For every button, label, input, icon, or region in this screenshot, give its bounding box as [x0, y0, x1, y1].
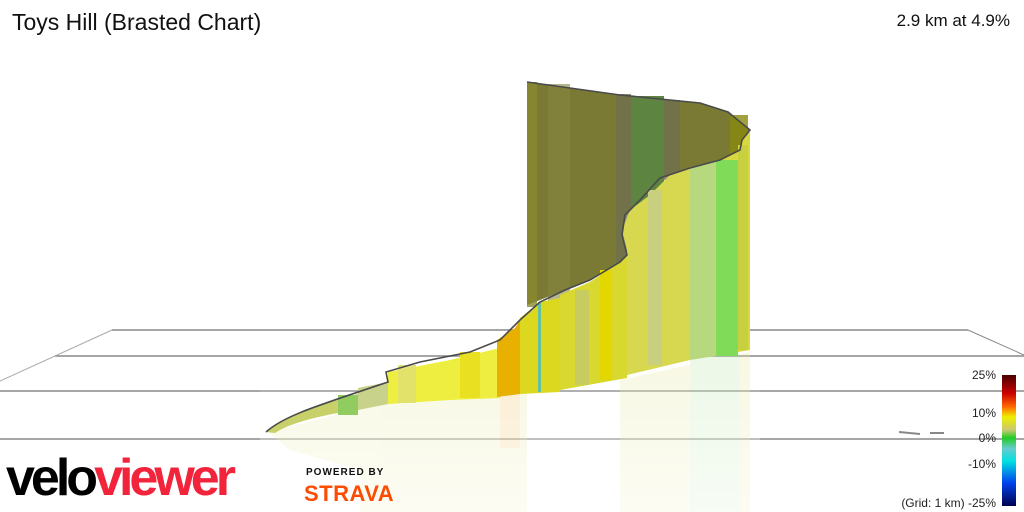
legend-label-25: 25% [971, 368, 996, 382]
climb-stats: 2.9 km at 4.9% [896, 11, 1010, 30]
route-minimap [898, 431, 944, 435]
veloviewer-logo[interactable]: veloviewer [6, 449, 236, 507]
legend-label-0: 0% [978, 431, 996, 445]
ribbon-outline [265, 81, 752, 433]
page-title: Toys Hill (Brasted Chart) [12, 9, 262, 35]
legend-label-neg10: -10% [967, 457, 996, 471]
logo-velo: velo [6, 449, 98, 507]
strava-logo[interactable]: STRAVA [304, 481, 395, 506]
logo-viewer: viewer [94, 449, 236, 507]
ribbon-front-wall [266, 132, 750, 433]
gradient-legend-bar [1002, 375, 1016, 506]
legend-label-10: 10% [971, 406, 996, 420]
powered-by-label: POWERED BY [306, 467, 385, 478]
legend-label-neg25: (Grid: 1 km) -25% [901, 496, 996, 510]
